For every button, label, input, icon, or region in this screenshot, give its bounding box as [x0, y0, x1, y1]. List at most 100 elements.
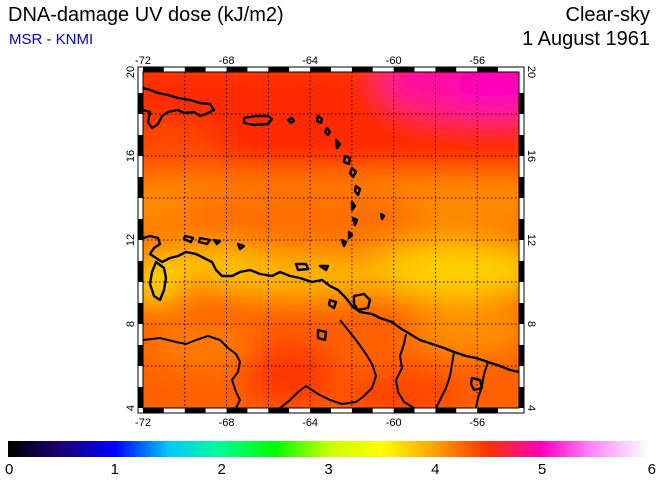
- colorbar-tick-label: 6: [648, 461, 656, 478]
- lon-label-bottom: -64: [302, 417, 318, 429]
- frame-segment-left: [138, 366, 143, 387]
- frame-segment-bottom: [414, 408, 436, 413]
- colorbar-tick-label: 0: [5, 461, 13, 478]
- frame-segment-right: [519, 93, 524, 114]
- coastline-lake-maracaibo: [148, 260, 168, 302]
- frame-segment-left: [138, 114, 143, 135]
- map-title: DNA-damage UV dose (kJ/m2): [8, 4, 284, 26]
- graticule: [143, 72, 519, 408]
- frame-segment-right: [519, 387, 524, 408]
- coastline-small-island: [469, 376, 484, 392]
- frame-segment-right: [519, 198, 524, 219]
- frame-segment-right: [519, 282, 524, 303]
- frame-segment-bottom: [310, 408, 331, 413]
- lat-label-left: 8: [125, 321, 137, 327]
- coastline-abc-islands: [182, 234, 246, 251]
- frame-segment-bottom: [143, 408, 164, 413]
- frame-segment-left: [138, 240, 143, 261]
- frame-segment-bottom: [289, 408, 311, 413]
- frame-segment-bottom: [163, 408, 185, 413]
- frame-segment-top: [414, 67, 436, 72]
- colorbar-ticks: 0 1 2 3 4 5 6: [5, 461, 656, 478]
- lat-label-right: 4: [525, 405, 537, 411]
- frame-segment-left: [138, 282, 143, 303]
- frame-segment-left: [138, 198, 143, 219]
- frame-segment-bottom: [247, 408, 269, 413]
- frame-segment-right: [519, 114, 524, 135]
- date-label: 1 August 1961: [522, 28, 650, 50]
- frame-segment-left: [138, 219, 143, 240]
- frame-segment-bottom: [205, 408, 227, 413]
- frame-segment-top: [289, 67, 311, 72]
- frame-segment-bottom: [184, 408, 206, 413]
- coastline-margarita: [294, 262, 330, 272]
- frame-segment-right: [519, 261, 524, 282]
- source-label: MSR - KNMI: [9, 31, 94, 48]
- frame-segment-right: [519, 324, 524, 345]
- frame-segment-top: [247, 67, 269, 72]
- coastline-group: [143, 86, 519, 408]
- uv-dose-field: [143, 72, 519, 408]
- frame-segment-bottom: [331, 408, 352, 413]
- frame-segment-top: [351, 67, 373, 72]
- lon-label-bottom: -68: [219, 417, 235, 429]
- frame-segment-bottom: [393, 408, 415, 413]
- coastline-puerto-rico: [242, 114, 274, 127]
- frame-segment-top: [268, 67, 290, 72]
- frame-segment-top: [372, 67, 394, 72]
- colorbar: [8, 441, 649, 457]
- coastline-south-america-north: [143, 234, 519, 374]
- lat-label-left: 16: [125, 150, 137, 162]
- frame-segment-left: [138, 93, 143, 114]
- colorbar-tick-label: 3: [324, 461, 332, 478]
- frame-segment-right: [519, 303, 524, 324]
- sky-condition-label: Clear-sky: [565, 4, 650, 26]
- frame-segment-bottom: [456, 408, 478, 413]
- frame-segment-left: [138, 156, 143, 177]
- frame-segment-top: [226, 67, 248, 72]
- border-suriname-french-guiana: [435, 351, 455, 408]
- lon-label-bottom: -56: [469, 417, 485, 429]
- lon-label-top: -60: [386, 55, 402, 67]
- lat-label-right: 16: [525, 150, 537, 162]
- colorbar-tick-label: 5: [538, 461, 546, 478]
- lat-label-right: 20: [525, 66, 537, 78]
- frame-segment-right: [519, 219, 524, 240]
- colorbar-tick-label: 1: [111, 461, 119, 478]
- coastline-trinidad: [352, 292, 372, 312]
- lat-label-left: 12: [125, 234, 137, 246]
- lon-label-top: -64: [302, 55, 318, 67]
- frame-segment-right: [519, 135, 524, 156]
- frame-segment-top: [163, 67, 185, 72]
- frame-segment-left: [138, 324, 143, 345]
- lon-label-top: -68: [219, 55, 235, 67]
- frame-segment-bottom: [498, 408, 519, 413]
- frame-segment-top: [310, 67, 331, 72]
- frame-segment-right: [519, 72, 524, 93]
- coastline-lesser-antilles: [286, 114, 386, 248]
- frame-segment-bottom: [268, 408, 290, 413]
- border-guyana-suriname: [395, 333, 415, 408]
- frame-segment-left: [138, 345, 143, 366]
- frame-segment-top: [456, 67, 478, 72]
- frame-segment-left: [138, 177, 143, 198]
- axis-labels: -72 -72 -68 -68 -64 -64 -60 -60 -56 -56 4 4 8 8 12 12 16…: [125, 55, 537, 429]
- frame-segment-bottom: [435, 408, 457, 413]
- frame-segment-bottom: [351, 408, 373, 413]
- frame-segment-left: [138, 72, 143, 93]
- border-colombia-venezuela: [143, 335, 241, 408]
- lon-label-top: -72: [135, 55, 151, 67]
- lat-label-right: 8: [525, 321, 537, 327]
- frame-segment-right: [519, 177, 524, 198]
- frame-segment-right: [519, 156, 524, 177]
- frame-segment-top: [184, 67, 206, 72]
- frame-segment-top: [435, 67, 457, 72]
- coastline-orinoco-delta: [316, 298, 338, 342]
- frame-segment-left: [138, 135, 143, 156]
- frame-segment-top: [477, 67, 499, 72]
- frame-segment-left: [138, 261, 143, 282]
- frame-outer-border: [137, 66, 525, 414]
- lat-label-left: 4: [125, 405, 137, 411]
- map-frame: [137, 66, 525, 414]
